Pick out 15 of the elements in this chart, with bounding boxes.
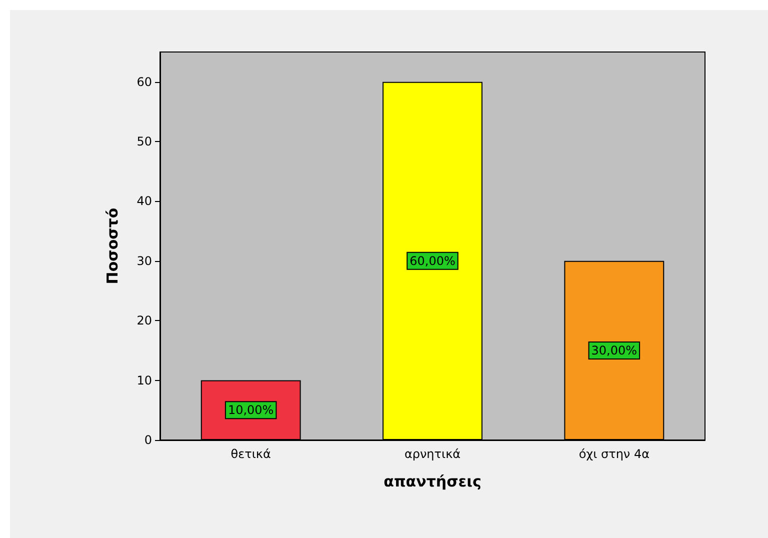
x-tick-label: θετικά — [230, 447, 271, 461]
x-axis-title: απαντήσεις — [384, 472, 482, 490]
y-tick-label: 50 — [136, 134, 152, 149]
data-label: 10,00% — [228, 403, 274, 418]
data-label: 60,00% — [410, 254, 456, 268]
y-tick-label: 10 — [136, 373, 152, 388]
x-tick-label: όχι στην 4α — [578, 447, 650, 461]
y-tick-label: 60 — [136, 74, 152, 89]
y-tick-label: 30 — [136, 254, 152, 268]
y-tick-label: 40 — [136, 194, 152, 208]
y-tick-label: 20 — [136, 314, 152, 328]
x-tick-label: αρνητικά — [404, 447, 461, 461]
data-label: 30,00% — [591, 343, 638, 358]
y-tick-label: 0 — [144, 433, 152, 447]
y-axis-title: Ποσοστό — [104, 208, 122, 284]
